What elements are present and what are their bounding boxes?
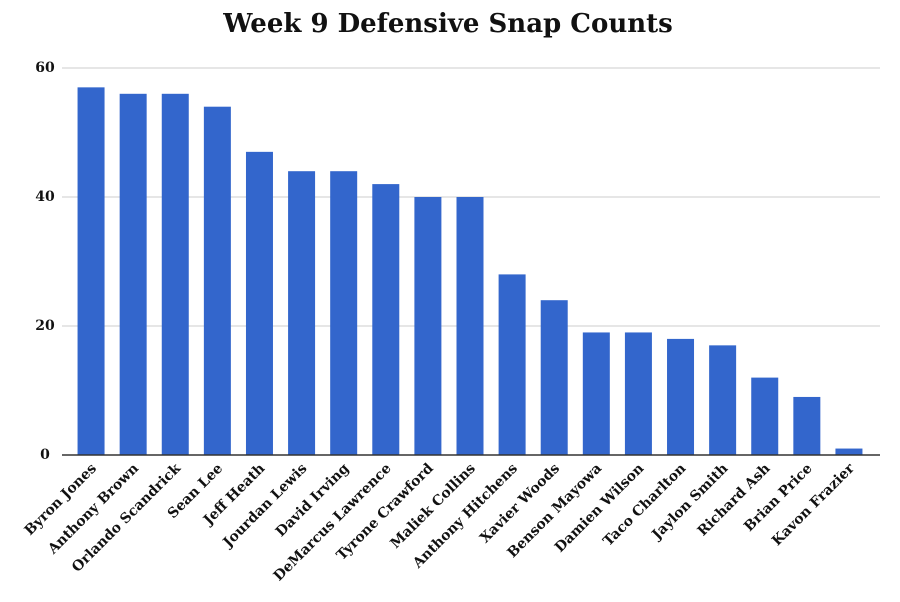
bar — [161, 93, 189, 456]
bar — [582, 332, 610, 455]
x-tick-label: David Irving — [273, 460, 353, 540]
bar — [203, 106, 231, 455]
chart-title: Week 9 Defensive Snap Counts — [222, 9, 673, 39]
y-tick-label: 0 — [40, 447, 50, 463]
bar — [330, 171, 358, 455]
bar — [288, 171, 316, 455]
bar — [624, 332, 652, 455]
bar — [667, 338, 695, 455]
x-tick-label: Jaylon Smith — [648, 461, 732, 545]
x-tick-label: Byron Jones — [22, 460, 100, 538]
bar — [456, 197, 484, 455]
bar — [835, 448, 863, 455]
bar — [414, 197, 442, 455]
bar — [119, 93, 147, 456]
bar — [245, 151, 273, 455]
bar — [498, 274, 526, 455]
bar — [77, 87, 105, 455]
y-tick-label: 60 — [35, 60, 55, 76]
bar — [372, 184, 400, 455]
y-tick-label: 20 — [35, 318, 55, 334]
bar — [709, 345, 737, 455]
bar — [540, 300, 568, 455]
bar — [751, 377, 779, 455]
x-tick-label: Richard Ash — [695, 461, 774, 540]
y-tick-label: 40 — [35, 189, 55, 205]
bar — [793, 396, 821, 455]
